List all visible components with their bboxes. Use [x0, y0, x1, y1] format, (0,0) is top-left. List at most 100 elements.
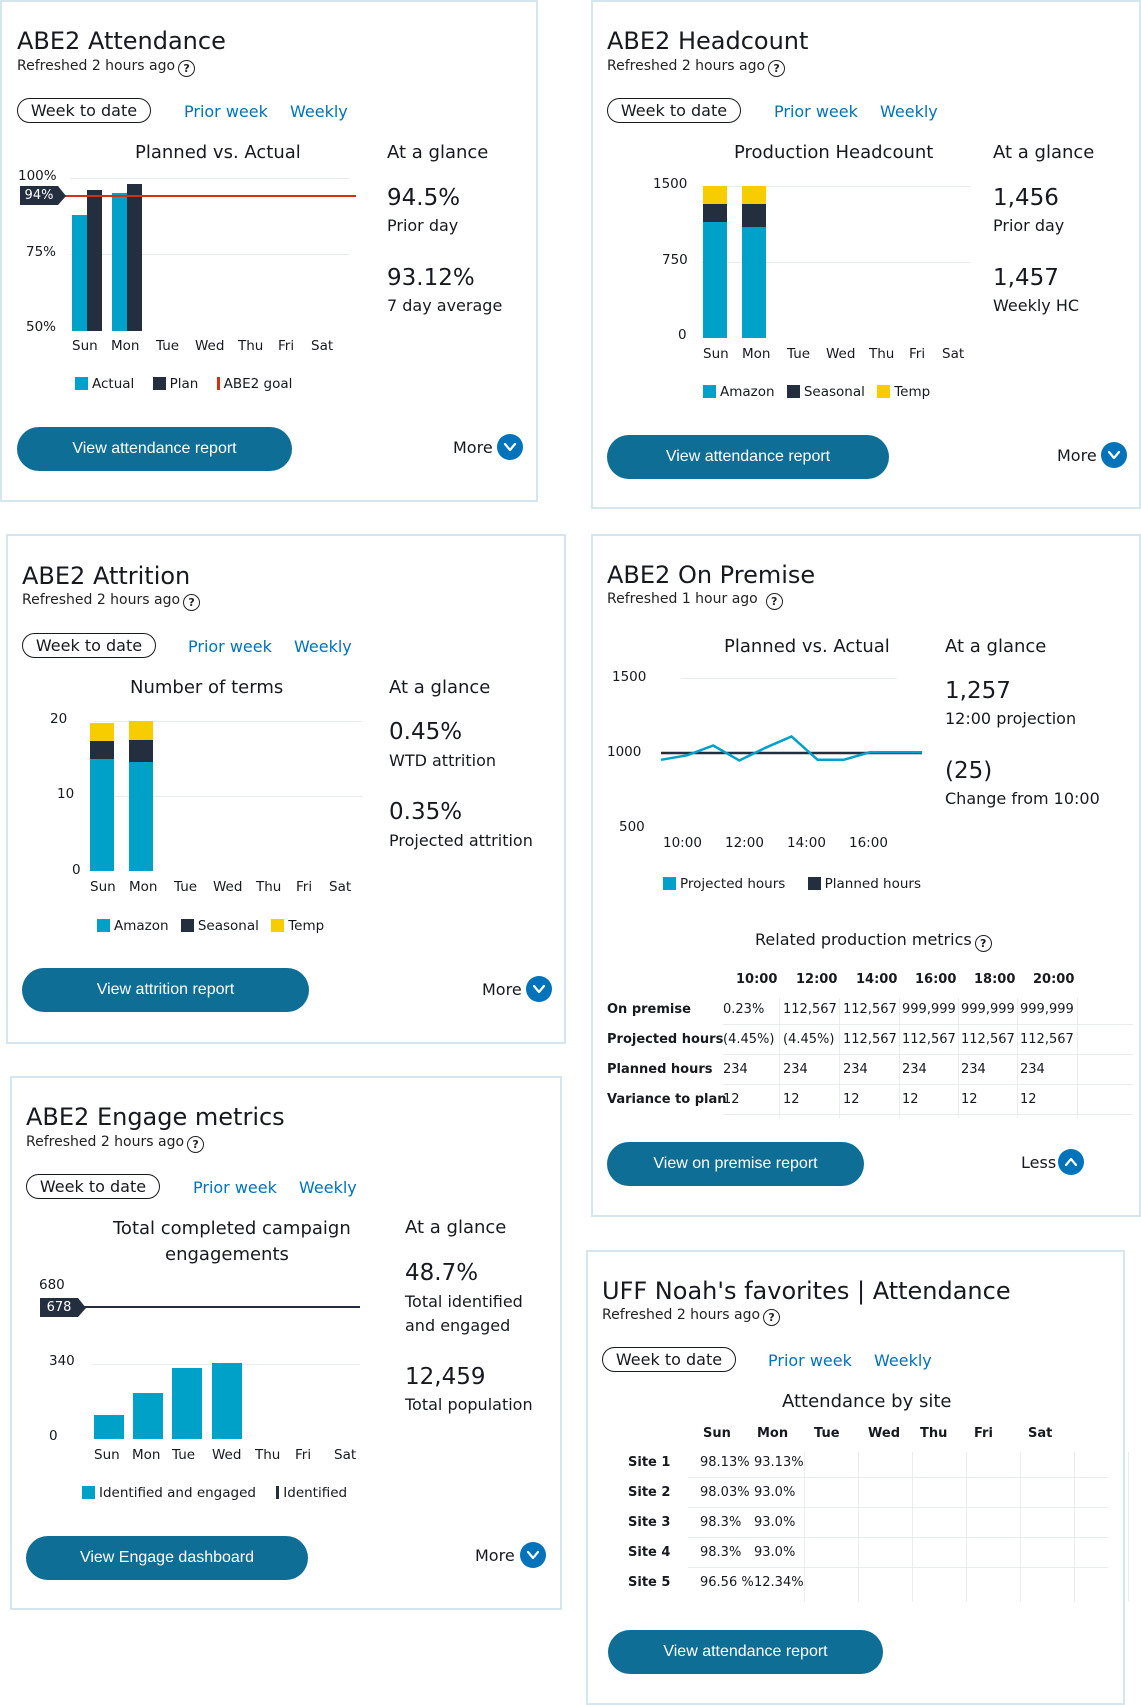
glance-value-1: 1,257: [945, 678, 1011, 704]
view-on-premise-report-button[interactable]: View on premise report: [607, 1142, 864, 1186]
x-tick-1000: 10:00: [663, 835, 702, 851]
table-cell: 93.0%: [754, 1515, 796, 1530]
view-engage-dashboard-button[interactable]: View Engage dashboard: [26, 1536, 308, 1580]
table-header-1200: 12:00: [796, 972, 838, 987]
help-icon[interactable]: ?: [765, 593, 783, 610]
chart-title-line-1: Total completed campaign: [113, 1218, 351, 1239]
bar-amazon-mon: [742, 226, 766, 338]
refresh-text: Refreshed 2 hours ago: [607, 58, 766, 74]
x-tick-sat: Sat: [311, 338, 334, 354]
tab-week-to-date[interactable]: Week to date: [17, 98, 151, 123]
legend-goal: ABE2 goal: [223, 376, 293, 392]
help-icon[interactable]: ?: [183, 594, 201, 611]
table-cell: 234: [961, 1062, 986, 1077]
table-header-thu: Thu: [920, 1426, 948, 1441]
view-attrition-report-button[interactable]: View attrition report: [22, 968, 309, 1012]
x-tick-sat: Sat: [942, 346, 965, 362]
table-cell: 112,567: [843, 1032, 897, 1047]
help-icon[interactable]: ?: [768, 60, 786, 77]
bar-temp-mon: [742, 186, 766, 205]
bar-seasonal-mon: [742, 204, 766, 227]
legend-swatch-seasonal: [786, 385, 800, 398]
view-attendance-report-button[interactable]: View attendance report: [17, 427, 292, 471]
legend: Amazon Seasonal Temp: [703, 384, 930, 400]
chevron-up-icon[interactable]: [1058, 1149, 1084, 1175]
bar-plan-sun: [87, 190, 102, 331]
x-tick-wed: Wed: [195, 338, 225, 354]
legend-swatch-amazon: [97, 919, 110, 932]
more-link[interactable]: More: [453, 438, 493, 457]
tab-prior-week[interactable]: Prior week: [768, 1351, 852, 1370]
tab-prior-week[interactable]: Prior week: [188, 637, 272, 656]
glance-value-1: 48.7%: [405, 1260, 479, 1286]
help-icon[interactable]: ?: [178, 60, 196, 77]
x-tick-fri: Fri: [295, 1447, 312, 1463]
row-divider: [688, 1537, 1108, 1538]
tab-week-to-date[interactable]: Week to date: [607, 98, 741, 123]
more-link[interactable]: More: [475, 1546, 515, 1565]
tab-weekly[interactable]: Weekly: [294, 637, 352, 656]
bar-engaged-wed: [212, 1362, 242, 1439]
x-tick-thu: Thu: [256, 879, 282, 895]
x-tick-fri: Fri: [278, 338, 295, 354]
tab-week-to-date[interactable]: Week to date: [26, 1174, 160, 1199]
refresh-status: Refreshed 2 hours ago?: [607, 58, 786, 77]
table-cell: 12: [783, 1092, 800, 1107]
tab-weekly[interactable]: Weekly: [874, 1351, 932, 1370]
chart-title: Number of terms: [130, 677, 284, 698]
legend-seasonal: Seasonal: [803, 384, 865, 400]
table-cell: 12: [902, 1092, 919, 1107]
table-cell: 98.3%: [700, 1545, 742, 1560]
tab-weekly[interactable]: Weekly: [299, 1178, 357, 1197]
help-icon[interactable]: ?: [974, 935, 992, 952]
refresh-text: Refreshed 2 hours ago: [26, 1134, 185, 1150]
tab-prior-week[interactable]: Prior week: [184, 102, 268, 121]
chevron-down-icon[interactable]: [526, 976, 552, 1002]
more-link[interactable]: More: [482, 980, 522, 999]
bar-temp-sun: [703, 186, 727, 205]
tab-weekly[interactable]: Weekly: [880, 102, 938, 121]
bar-engaged-mon: [133, 1392, 163, 1439]
bar-plan-mon: [127, 184, 142, 331]
table-cell: 112,567: [1020, 1032, 1074, 1047]
legend: Projected hours Planned hours: [663, 876, 921, 892]
refresh-status: Refreshed 2 hours ago?: [17, 58, 196, 77]
goal-line: [58, 195, 356, 197]
table-cell: 98.3%: [700, 1515, 742, 1530]
table-header-1400: 14:00: [856, 972, 898, 987]
glance-sub-1: WTD attrition: [389, 751, 497, 770]
view-attendance-report-button[interactable]: View attendance report: [608, 1630, 883, 1674]
bar-temp-mon: [129, 721, 153, 740]
card-title: ABE2 Headcount: [607, 27, 809, 55]
table-cell: 112,567: [843, 1002, 897, 1017]
tab-prior-week[interactable]: Prior week: [193, 1178, 277, 1197]
table-row-label: Site 5: [628, 1575, 671, 1590]
legend: Actual Plan ABE2 goal: [75, 376, 292, 392]
glance-sub-1: Prior day: [387, 216, 459, 235]
more-link[interactable]: More: [1057, 446, 1097, 465]
tab-prior-week[interactable]: Prior week: [774, 102, 858, 121]
refresh-text: Refreshed 2 hours ago: [602, 1307, 761, 1323]
legend-swatch-planned: [807, 877, 821, 890]
help-icon[interactable]: ?: [187, 1136, 205, 1153]
chevron-down-icon[interactable]: [520, 1542, 546, 1568]
table-cell: (4.45%): [783, 1032, 835, 1047]
legend-swatch-temp: [877, 385, 891, 398]
gridline: [681, 678, 897, 679]
x-tick-mon: Mon: [129, 879, 158, 895]
x-tick-tue: Tue: [172, 1447, 196, 1463]
tab-week-to-date[interactable]: Week to date: [602, 1347, 736, 1372]
chevron-down-icon[interactable]: [497, 434, 523, 460]
table-cell: 96.56 %: [700, 1575, 754, 1590]
tab-week-to-date[interactable]: Week to date: [22, 633, 156, 658]
help-icon[interactable]: ?: [763, 1309, 781, 1326]
chevron-down-icon[interactable]: [1101, 442, 1127, 468]
onpremise-line-chart: [660, 735, 922, 762]
card-title: ABE2 On Premise: [607, 561, 816, 589]
less-link[interactable]: Less: [1021, 1153, 1057, 1172]
view-attendance-report-button[interactable]: View attendance report: [607, 435, 889, 479]
legend-planned: Planned hours: [824, 876, 922, 892]
tab-weekly[interactable]: Weekly: [290, 102, 348, 121]
glance-sub-2: Weekly HC: [993, 296, 1080, 315]
table-cell: 234: [902, 1062, 927, 1077]
